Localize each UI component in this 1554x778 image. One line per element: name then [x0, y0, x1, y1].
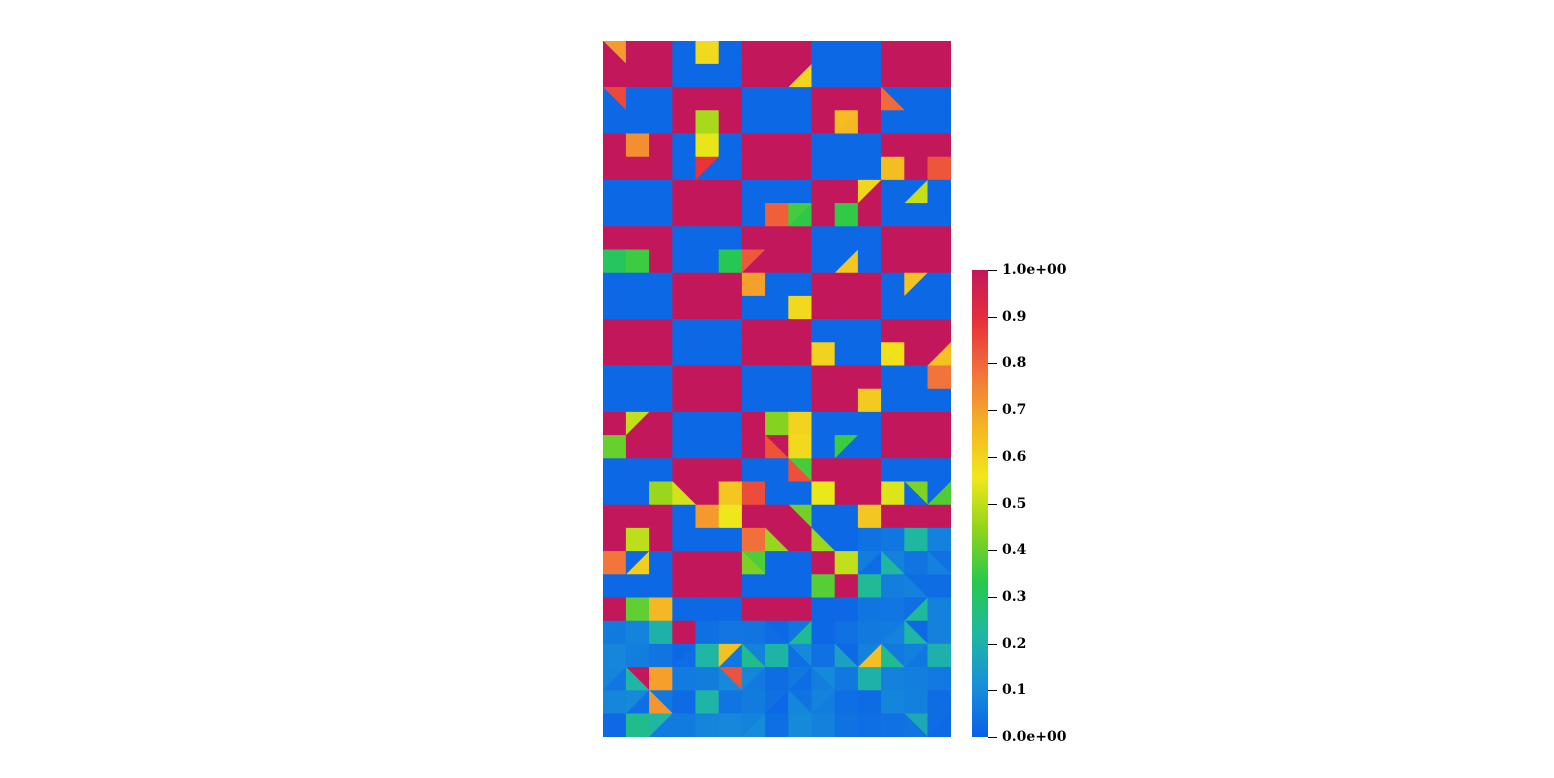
mesh-cell — [904, 713, 929, 737]
colorbar-tick-mark — [988, 410, 997, 412]
colorbar-tick-label: 0.0e+00 — [1002, 729, 1067, 745]
colorbar-tick-label: 0.4 — [1002, 542, 1027, 559]
mesh-cell — [927, 713, 951, 737]
colorbar-tick-mark — [988, 643, 997, 645]
mesh-cell — [765, 713, 790, 737]
colorbar-tick-label: 0.8 — [1002, 355, 1027, 372]
colorbar-tick-mark — [988, 550, 997, 552]
colorbar-tick-label: 1.0e+00 — [1002, 262, 1067, 278]
colorbar-tick-mark — [988, 316, 997, 318]
colorbar-tick-mark — [988, 363, 997, 365]
colorbar-tick-mark — [988, 596, 997, 598]
colorbar-tick-label: 0.1 — [1002, 682, 1027, 699]
colorbar-gradient — [972, 270, 988, 737]
colorbar-tick-label: 0.3 — [1002, 588, 1027, 605]
scalar-field-plot — [603, 41, 951, 737]
mesh-cell — [672, 713, 697, 737]
colorbar-tick-mark — [988, 456, 997, 458]
colorbar-tick-mark — [988, 737, 997, 738]
colorbar: 1.0e+00 0.9 0.8 0.7 0.6 0.5 0.4 0.3 0.2 0.1 0.0e+0… — [972, 262, 1066, 745]
colorbar-tick-label: 0.6 — [1002, 448, 1027, 465]
mesh-cell — [811, 713, 836, 737]
colorbar-tick-mark — [988, 503, 997, 505]
colorbar-tick-mark — [988, 270, 997, 271]
mesh-cell — [857, 713, 882, 737]
colorbar-tick-label: 0.2 — [1002, 635, 1027, 652]
colorbar-tick-label: 0.5 — [1002, 495, 1027, 512]
colorbar-tick-label: 0.9 — [1002, 308, 1027, 325]
colorbar-tick-label: 0.7 — [1002, 402, 1027, 419]
mesh-cell — [625, 713, 650, 737]
mesh-cell — [718, 713, 743, 737]
colorbar-tick-mark — [988, 690, 997, 692]
